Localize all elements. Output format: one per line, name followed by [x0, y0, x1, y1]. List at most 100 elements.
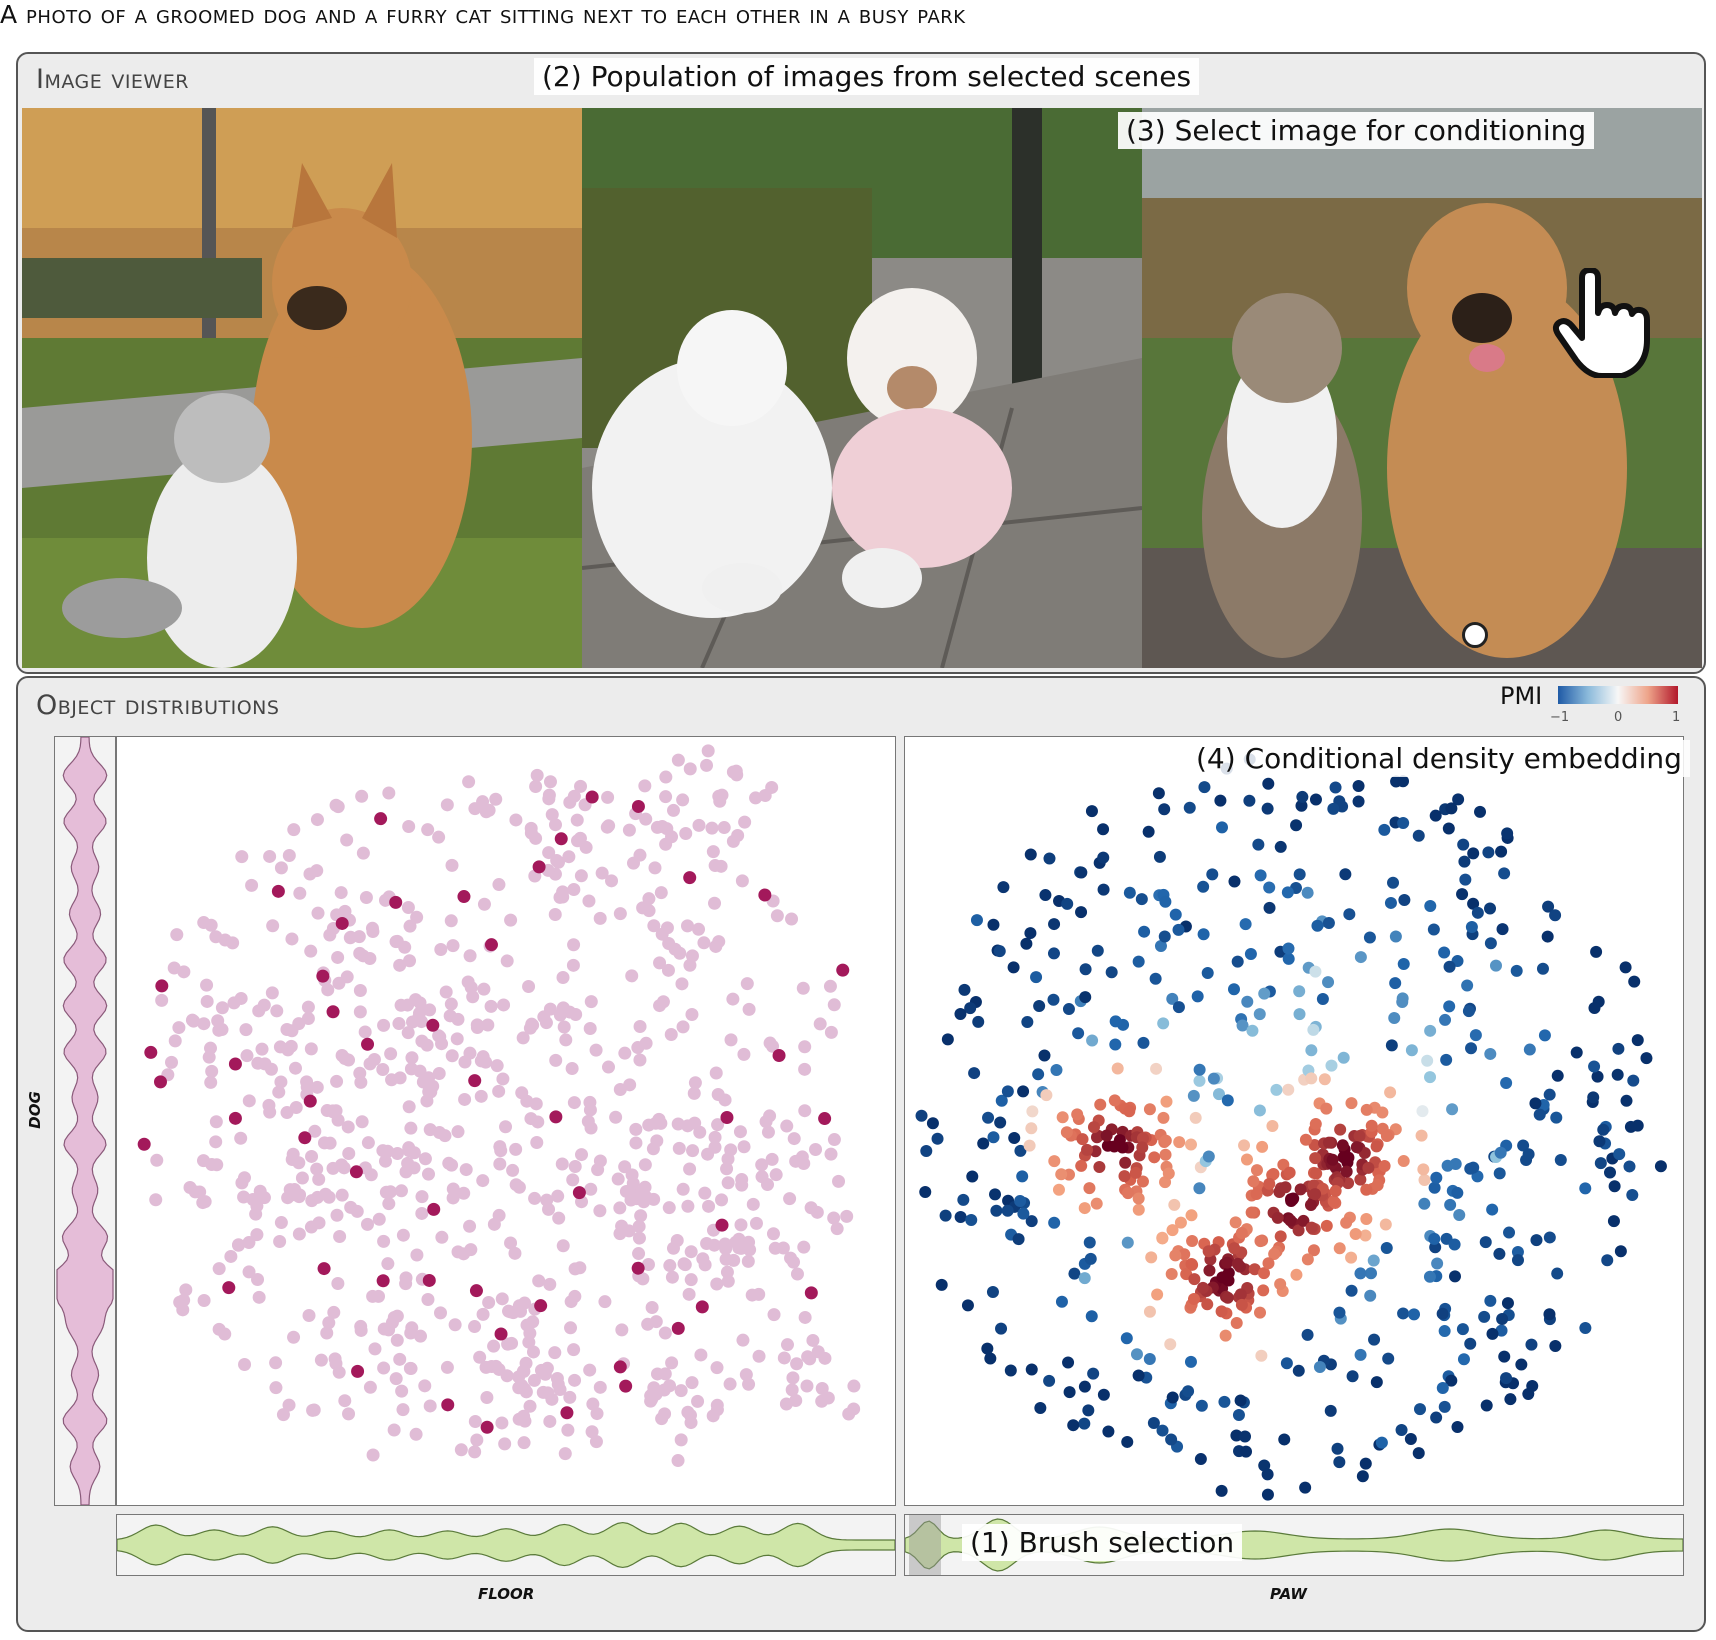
pmi-point — [1601, 1254, 1614, 1267]
pmi-point — [1494, 1146, 1507, 1159]
scatter-point — [645, 1300, 659, 1314]
pmi-point — [1012, 1233, 1025, 1246]
scatter-point — [435, 1230, 449, 1244]
pmi-point — [1340, 1216, 1353, 1229]
pmi-point — [1511, 1254, 1524, 1267]
pmi-point — [1075, 1159, 1088, 1172]
pmi-point — [1043, 852, 1056, 865]
pmi-point — [1364, 1289, 1377, 1302]
pmi-point — [1388, 1012, 1401, 1025]
pmi-point — [1162, 1167, 1175, 1180]
conditional-density-plot[interactable] — [904, 736, 1684, 1506]
scatter-point — [530, 768, 544, 782]
scatter-point — [629, 1136, 643, 1150]
pmi-point — [1467, 847, 1480, 860]
scatter-point — [295, 1171, 309, 1185]
brush-selection-region[interactable] — [909, 1515, 941, 1575]
pmi-point — [1430, 1171, 1443, 1184]
pmi-point — [1236, 1019, 1249, 1032]
pmi-point — [1221, 1291, 1234, 1304]
highlight-point — [494, 1327, 508, 1341]
pmi-point — [1258, 987, 1271, 1000]
pmi-point — [1067, 1419, 1080, 1432]
highlight-point — [298, 1131, 312, 1145]
scatter-point — [500, 1369, 514, 1383]
scatter-point — [685, 1376, 699, 1390]
pmi-point — [1292, 1224, 1305, 1237]
pmi-point — [1178, 1248, 1191, 1261]
pmi-point — [1202, 1245, 1215, 1258]
pmi-point — [1334, 1123, 1347, 1136]
pmi-point — [1157, 1017, 1170, 1030]
highlight-point — [631, 799, 645, 813]
scatter-point — [636, 901, 650, 915]
pmi-point — [1310, 1167, 1323, 1180]
image-thumbnail-3-selected[interactable] — [1142, 108, 1702, 668]
scatter-point — [688, 1076, 702, 1090]
image-thumbnail-1[interactable] — [22, 108, 582, 668]
pmi-point — [1522, 1388, 1535, 1401]
pmi-point — [966, 1170, 979, 1183]
pmi-point — [931, 1132, 944, 1145]
pmi-point — [1274, 1278, 1287, 1291]
pmi-point — [1397, 957, 1410, 970]
scatter-point — [671, 1454, 685, 1468]
scatter-point — [341, 1120, 355, 1134]
scatter-point — [257, 998, 271, 1012]
pmi-point — [1102, 1425, 1115, 1438]
pmi-point — [1431, 1257, 1444, 1270]
scatter-point — [251, 1272, 265, 1286]
pmi-point — [981, 1342, 994, 1355]
dog-violin-plot[interactable] — [54, 736, 116, 1506]
scatter-point — [487, 1339, 501, 1353]
pmi-point — [1295, 799, 1308, 812]
scatter-point — [506, 1163, 520, 1177]
pmi-point — [1382, 1352, 1395, 1365]
pmi-point — [1032, 1068, 1045, 1081]
pmi-point — [1408, 1308, 1421, 1321]
scatter-point — [323, 928, 337, 942]
scatter-point — [432, 1125, 446, 1139]
scatter-point — [568, 1289, 582, 1303]
pmi-point — [1543, 1308, 1556, 1321]
scatter-point — [692, 818, 706, 832]
pmi-point — [1339, 868, 1352, 881]
pmi-point — [1359, 1457, 1372, 1470]
pmi-point — [1158, 803, 1171, 816]
pmi-point — [1320, 1219, 1333, 1232]
scatter-point — [355, 789, 369, 803]
scatter-point — [600, 820, 614, 834]
object-scatter-plot[interactable] — [116, 736, 896, 1506]
scatter-point — [710, 1361, 724, 1375]
scatter-point — [696, 1252, 710, 1266]
scatter-point — [655, 819, 669, 833]
scatter-point — [648, 861, 662, 875]
scatter-point — [595, 866, 609, 880]
pmi-point — [1387, 876, 1400, 889]
scatter-point — [338, 1051, 352, 1065]
scatter-point — [198, 1195, 212, 1209]
pmi-point — [1398, 894, 1411, 907]
scatter-point — [459, 1163, 473, 1177]
scatter-point — [734, 1218, 748, 1232]
pmi-point — [1166, 1391, 1179, 1404]
scatter-point — [618, 1160, 632, 1174]
pmi-point — [1007, 961, 1020, 974]
floor-violin-plot[interactable] — [116, 1514, 896, 1576]
image-thumbnail-2[interactable] — [582, 108, 1142, 668]
scatter-point — [402, 819, 416, 833]
image-viewer-panel: Image viewer (2) Population of images fr… — [16, 52, 1706, 674]
pmi-point — [1248, 1263, 1261, 1276]
scatter-point — [292, 1227, 306, 1241]
pmi-point — [1228, 1242, 1241, 1255]
pmi-point — [1456, 888, 1469, 901]
pmi-point — [1068, 1267, 1081, 1280]
pmi-point — [1287, 1192, 1300, 1205]
pmi-point — [1184, 1355, 1197, 1368]
scatter-point — [340, 970, 354, 984]
scatter-point — [212, 1322, 226, 1336]
pmi-point — [1219, 1329, 1232, 1342]
pmi-point — [972, 1015, 985, 1028]
pmi-point — [1329, 781, 1342, 794]
scatter-point — [493, 1157, 507, 1171]
